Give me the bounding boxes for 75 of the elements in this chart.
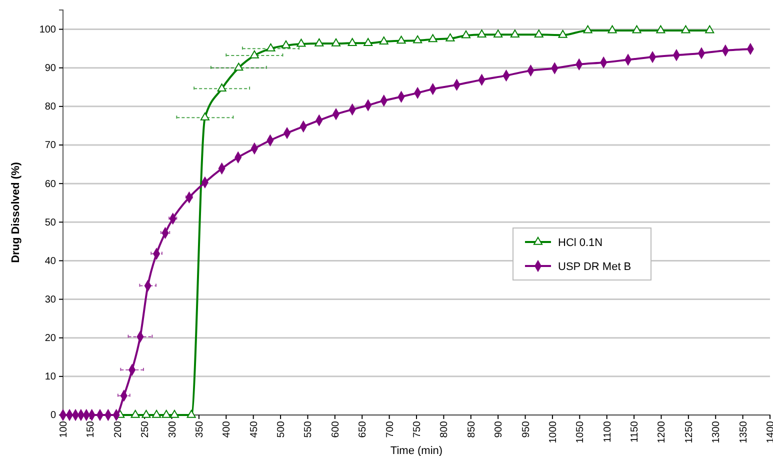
point xyxy=(250,50,259,58)
point xyxy=(446,33,455,42)
x-tick-label: 150 xyxy=(86,420,97,438)
x-tick-label: 300 xyxy=(167,420,178,438)
point xyxy=(396,36,406,44)
point xyxy=(632,25,642,34)
point xyxy=(534,30,544,38)
point xyxy=(152,410,162,418)
point xyxy=(186,410,196,418)
x-tick-label: 1150 xyxy=(630,420,641,443)
point xyxy=(217,84,226,92)
point xyxy=(162,410,171,418)
point xyxy=(494,30,503,38)
legend-label: USP DR Met B xyxy=(558,260,632,273)
point xyxy=(413,35,422,44)
x-tick-label: 100 xyxy=(58,420,70,438)
x-tick-label: 450 xyxy=(248,420,260,438)
point xyxy=(200,112,210,120)
point xyxy=(558,30,568,38)
point xyxy=(170,410,180,418)
x-tick-label: 600 xyxy=(330,420,342,438)
x-tick-label: 800 xyxy=(439,420,450,438)
point xyxy=(681,25,690,34)
x-tick-label: 900 xyxy=(494,420,505,438)
point xyxy=(656,25,666,34)
x-tick-label: 750 xyxy=(412,420,423,438)
x-tick-label: 400 xyxy=(222,420,233,438)
x-tick-label: 350 xyxy=(194,420,206,438)
y-tick-label: 40 xyxy=(44,256,56,267)
x-tick-label: 550 xyxy=(303,420,314,438)
point xyxy=(510,30,520,38)
x-tick-label: 1300 xyxy=(711,420,722,444)
point xyxy=(705,25,714,34)
x-tick-label: 1250 xyxy=(684,420,695,444)
x-axis-title: Time (min) xyxy=(390,445,443,456)
x-tick-label: 1350 xyxy=(738,420,750,444)
point xyxy=(608,25,617,34)
x-tick-label: 250 xyxy=(140,420,152,438)
point xyxy=(583,25,592,34)
point xyxy=(461,30,471,38)
y-tick-label: 50 xyxy=(44,217,56,228)
y-tick-label: 70 xyxy=(44,140,56,152)
point xyxy=(331,38,341,46)
point xyxy=(266,43,276,52)
point xyxy=(379,36,388,44)
y-tick-label: 60 xyxy=(44,178,56,190)
x-tick-label: 950 xyxy=(520,420,532,438)
point xyxy=(281,40,290,48)
y-axis-title: Drug Dissolved (%) xyxy=(10,162,22,263)
point xyxy=(348,38,357,46)
x-tick-label: 200 xyxy=(112,420,124,438)
point xyxy=(477,30,486,38)
point xyxy=(130,410,140,418)
y-tick-label: 80 xyxy=(44,102,56,113)
y-tick-label: 0 xyxy=(50,410,56,422)
y-tick-label: 10 xyxy=(44,372,56,383)
x-tick-label: 1000 xyxy=(548,420,559,444)
y-tick-label: 100 xyxy=(39,24,56,36)
x-tick-label: 1050 xyxy=(575,420,586,444)
x-tick-label: 1100 xyxy=(602,420,614,443)
x-tick-label: 850 xyxy=(466,420,478,438)
y-tick-label: 20 xyxy=(44,333,56,344)
point xyxy=(142,410,151,418)
x-tick-label: 650 xyxy=(358,420,369,438)
point xyxy=(234,62,244,71)
x-tick-label: 500 xyxy=(276,420,288,438)
y-tick-label: 90 xyxy=(44,63,56,74)
point xyxy=(364,38,373,46)
x-tick-label: 700 xyxy=(384,420,396,438)
legend-label: HCl 0.1N xyxy=(558,236,603,249)
point xyxy=(296,38,306,47)
y-tick-label: 30 xyxy=(44,294,56,306)
point xyxy=(428,34,438,42)
point xyxy=(314,38,324,46)
x-tick-label: 1200 xyxy=(656,420,668,444)
